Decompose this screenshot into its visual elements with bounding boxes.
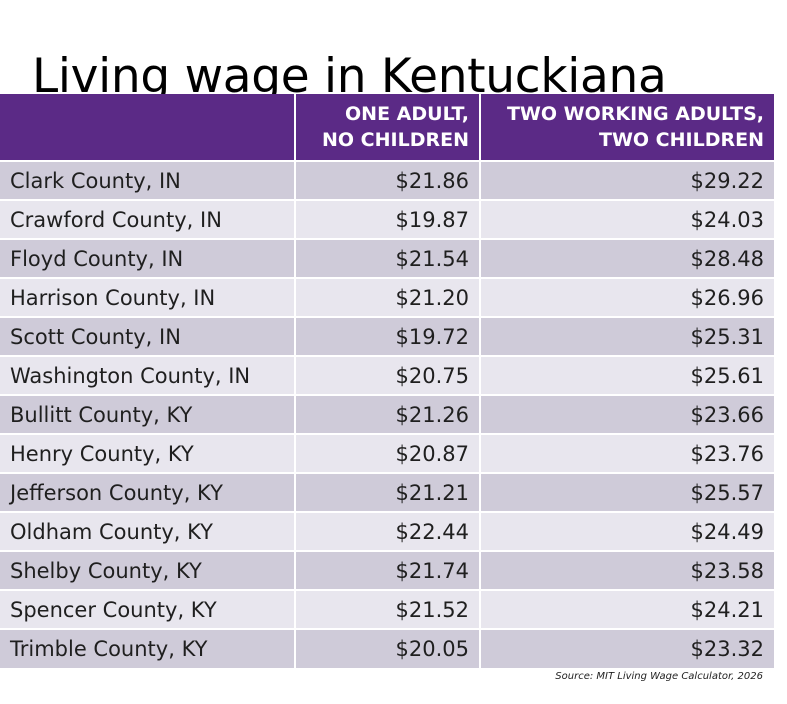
- county-cell: Shelby County, KY: [0, 550, 296, 590]
- county-cell: Scott County, IN: [0, 316, 296, 356]
- table-row: Shelby County, KY $21.74 $23.58: [0, 550, 774, 590]
- one-adult-wage-cell: $21.54: [295, 238, 481, 278]
- header-two-adults: TWO WORKING ADULTS, TWO CHILDREN: [480, 94, 774, 161]
- county-cell: Jefferson County, KY: [0, 472, 296, 512]
- two-adults-wage-cell: $23.58: [480, 550, 774, 590]
- one-adult-wage-cell: $21.21: [295, 472, 481, 512]
- one-adult-wage-cell: $19.87: [295, 199, 481, 239]
- table-row: Henry County, KY $20.87 $23.76: [0, 433, 774, 473]
- table-row: Trimble County, KY $20.05 $23.32: [0, 628, 774, 668]
- table-body: Clark County, IN $21.86 $29.22 Crawford Cou…: [0, 160, 774, 668]
- county-cell: Clark County, IN: [0, 160, 296, 200]
- county-cell: Harrison County, IN: [0, 277, 296, 317]
- two-adults-wage-cell: $25.31: [480, 316, 774, 356]
- one-adult-wage-cell: $20.75: [295, 355, 481, 395]
- source-note: Source: MIT Living Wage Calculator, 2026: [555, 671, 763, 682]
- county-cell: Floyd County, IN: [0, 238, 296, 278]
- two-adults-wage-cell: $24.03: [480, 199, 774, 239]
- two-adults-wage-cell: $25.61: [480, 355, 774, 395]
- county-cell: Spencer County, KY: [0, 589, 296, 629]
- header-two-adults-line-1: TWO WORKING ADULTS,: [506, 103, 764, 125]
- table-row: Bullitt County, KY $21.26 $23.66: [0, 394, 774, 434]
- county-cell: Bullitt County, KY: [0, 394, 296, 434]
- county-cell: Crawford County, IN: [0, 199, 296, 239]
- table-row: Jefferson County, KY $21.21 $25.57: [0, 472, 774, 512]
- table-row: Harrison County, IN $21.20 $26.96: [0, 277, 774, 317]
- header-one-adult: ONE ADULT, NO CHILDREN: [295, 94, 481, 161]
- table-row: Washington County, IN $20.75 $25.61: [0, 355, 774, 395]
- table-row: Crawford County, IN $19.87 $24.03: [0, 199, 774, 239]
- table-row: Oldham County, KY $22.44 $24.49: [0, 511, 774, 551]
- two-adults-wage-cell: $23.32: [480, 628, 774, 668]
- two-adults-wage-cell: $26.96: [480, 277, 774, 317]
- one-adult-wage-cell: $21.86: [295, 160, 481, 200]
- table-row: Scott County, IN $19.72 $25.31: [0, 316, 774, 356]
- one-adult-wage-cell: $21.52: [295, 589, 481, 629]
- header-one-adult-line-2: NO CHILDREN: [322, 129, 469, 151]
- two-adults-wage-cell: $23.66: [480, 394, 774, 434]
- table-header-row: ONE ADULT, NO CHILDREN TWO WORKING ADULT…: [0, 94, 774, 161]
- table-row: Floyd County, IN $21.54 $28.48: [0, 238, 774, 278]
- header-two-adults-line-2: TWO CHILDREN: [599, 129, 764, 151]
- one-adult-wage-cell: $21.26: [295, 394, 481, 434]
- county-cell: Henry County, KY: [0, 433, 296, 473]
- header-county: [0, 94, 296, 161]
- county-cell: Oldham County, KY: [0, 511, 296, 551]
- table-row: Spencer County, KY $21.52 $24.21: [0, 589, 774, 629]
- one-adult-wage-cell: $21.20: [295, 277, 481, 317]
- two-adults-wage-cell: $25.57: [480, 472, 774, 512]
- one-adult-wage-cell: $21.74: [295, 550, 481, 590]
- one-adult-wage-cell: $20.05: [295, 628, 481, 668]
- one-adult-wage-cell: $20.87: [295, 433, 481, 473]
- two-adults-wage-cell: $24.21: [480, 589, 774, 629]
- county-cell: Washington County, IN: [0, 355, 296, 395]
- two-adults-wage-cell: $24.49: [480, 511, 774, 551]
- county-cell: Trimble County, KY: [0, 628, 296, 668]
- two-adults-wage-cell: $23.76: [480, 433, 774, 473]
- two-adults-wage-cell: $29.22: [480, 160, 774, 200]
- one-adult-wage-cell: $22.44: [295, 511, 481, 551]
- living-wage-table: ONE ADULT, NO CHILDREN TWO WORKING ADULT…: [0, 94, 774, 668]
- two-adults-wage-cell: $28.48: [480, 238, 774, 278]
- one-adult-wage-cell: $19.72: [295, 316, 481, 356]
- table-row: Clark County, IN $21.86 $29.22: [0, 160, 774, 200]
- header-one-adult-line-1: ONE ADULT,: [345, 103, 469, 125]
